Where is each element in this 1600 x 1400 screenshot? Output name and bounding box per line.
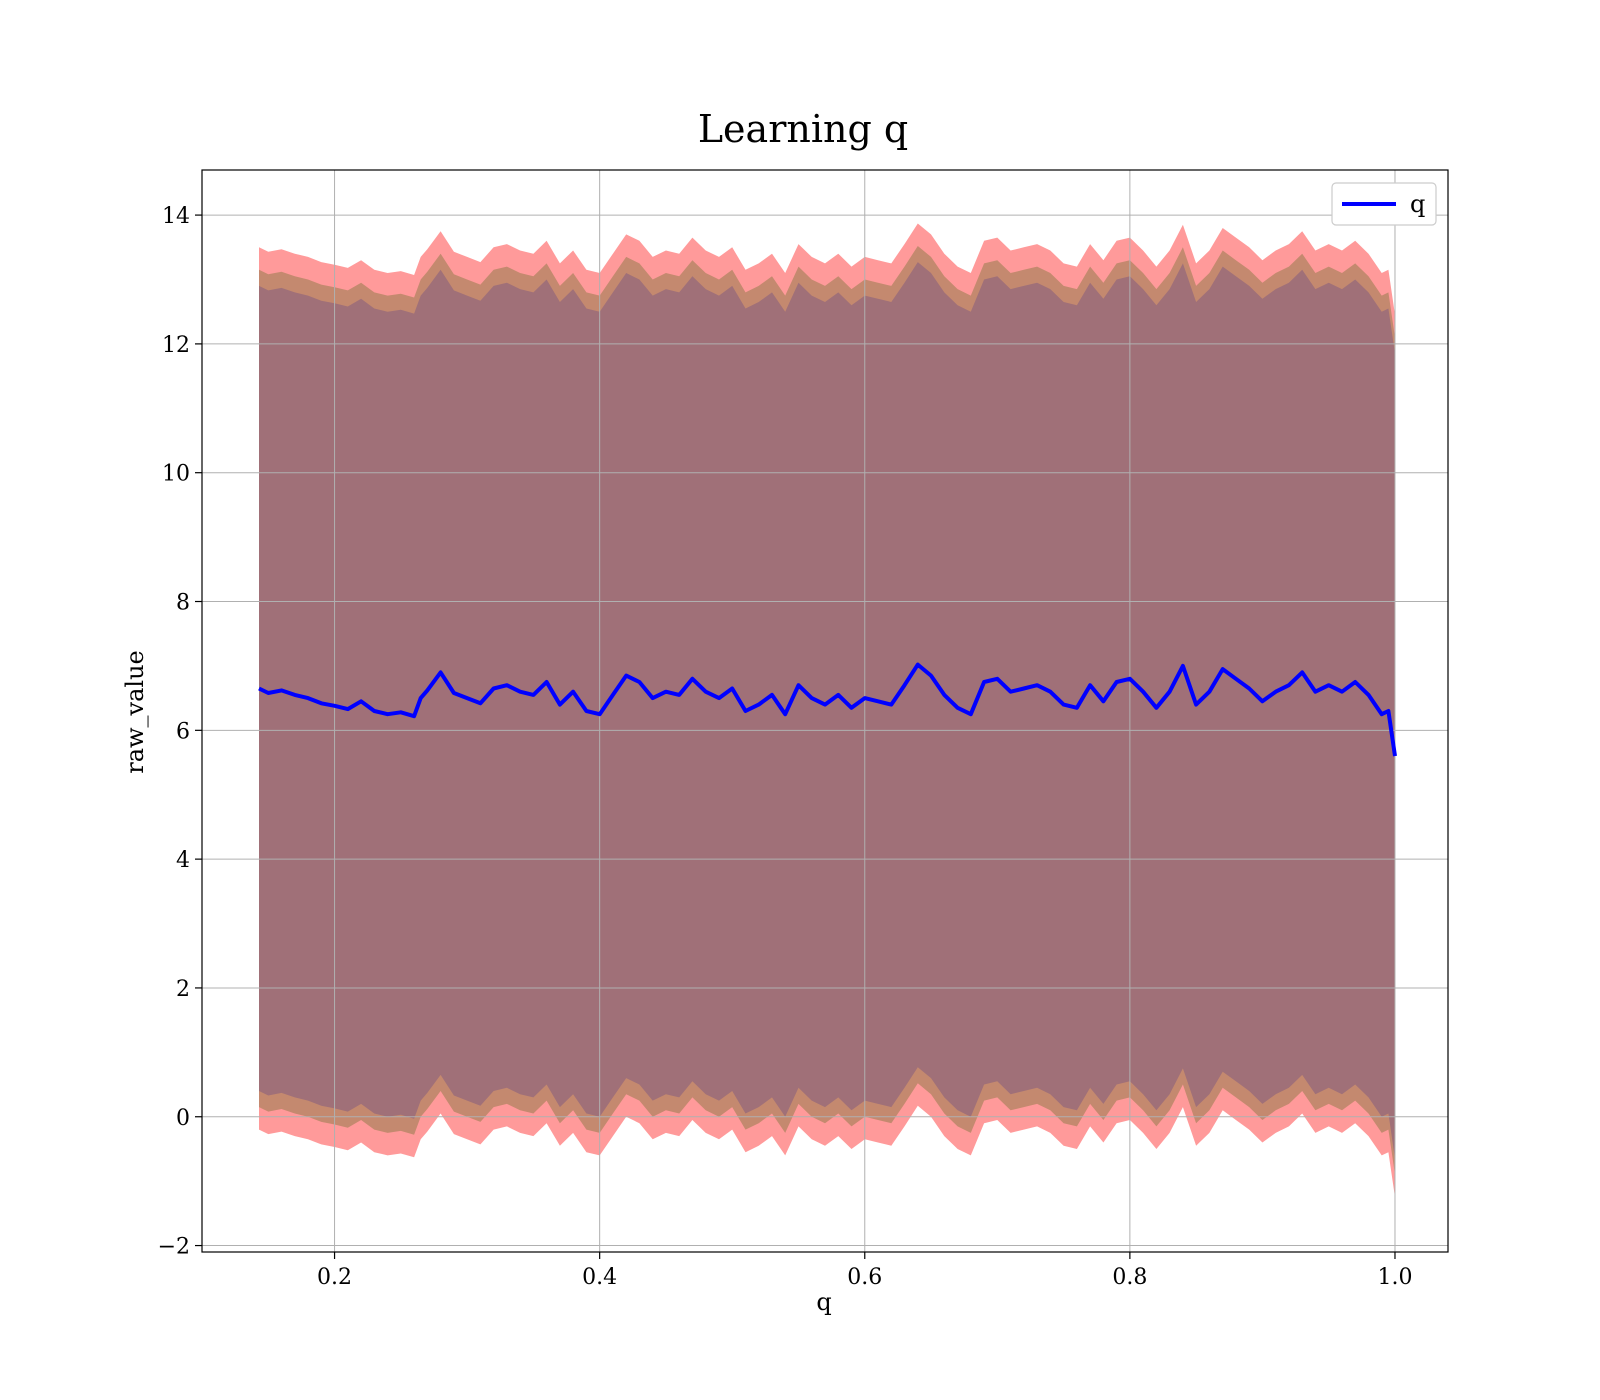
x-tick-label: 0.8: [1112, 1265, 1147, 1290]
legend: q: [1331, 182, 1437, 226]
x-axis-label: q: [816, 1288, 831, 1316]
y-tick-label: 0: [176, 1106, 190, 1131]
x-tick-label: 0.2: [317, 1265, 352, 1290]
chart-title: Learning q: [698, 107, 908, 151]
y-tick-label: 4: [176, 848, 190, 873]
x-axis-ticks: 0.2 0.4 0.6 0.8 1.0: [317, 1252, 1412, 1290]
x-tick-label: 0.6: [847, 1265, 882, 1290]
y-tick-label: 2: [176, 977, 190, 1002]
x-tick-label: 0.4: [582, 1265, 617, 1290]
y-tick-label: 6: [176, 719, 190, 744]
confidence-bands: [259, 223, 1395, 1198]
confidence-band-3: [259, 262, 1395, 1159]
y-axis-label: raw_value: [121, 650, 149, 774]
grid-lines: [202, 170, 1448, 1252]
axes-frame: [201, 169, 1449, 1253]
y-axis-ticks: −2 0 2 4 6 8 10 12 14: [158, 204, 202, 1260]
y-tick-label: −2: [158, 1235, 190, 1260]
y-tick-label: 12: [162, 333, 190, 358]
legend-label-q: q: [1410, 190, 1425, 218]
y-tick-label: 8: [176, 591, 190, 616]
x-tick-label: 1.0: [1377, 1265, 1412, 1290]
y-tick-label: 14: [162, 204, 190, 229]
series-line-q: [258, 662, 1397, 757]
y-tick-label: 10: [162, 462, 190, 487]
plot-area: 0.2 0.4 0.6 0.8 1.0 −2 0 2 4 6 8 10 12 14: [158, 169, 1449, 1290]
